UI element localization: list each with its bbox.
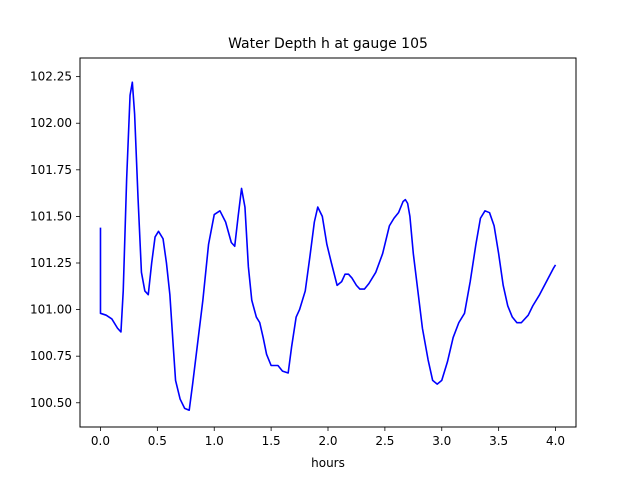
y-tick-label: 100.75 [30, 349, 72, 363]
y-tick-label: 101.50 [30, 209, 72, 223]
y-tick-label: 101.00 [30, 303, 72, 317]
y-axis: 100.50 100.75 101.00 101.25 101.50 101.75 102.… [30, 70, 80, 410]
x-tick-label: 2.5 [375, 434, 394, 448]
x-tick-label: 4.0 [546, 434, 565, 448]
y-tick-label: 102.25 [30, 70, 72, 84]
chart-title: Water Depth h at gauge 105 [228, 36, 428, 52]
plot-area [99, 81, 557, 412]
x-tick-label: 2.0 [318, 434, 337, 448]
series-line-1 [99, 81, 557, 412]
y-tick-label: 100.50 [30, 396, 72, 410]
y-tick-label: 101.75 [30, 163, 72, 177]
x-tick-label: 0.5 [148, 434, 167, 448]
x-tick-label: 0.0 [91, 434, 110, 448]
x-tick-label: 1.5 [262, 434, 281, 448]
y-tick-label: 101.25 [30, 256, 72, 270]
x-axis-label: hours [311, 456, 345, 470]
x-tick-label: 1.0 [205, 434, 224, 448]
x-tick-label: 3.5 [489, 434, 508, 448]
x-tick-label: 3.0 [432, 434, 451, 448]
x-axis: 0.0 0.5 1.0 1.5 2.0 2.5 3.0 3.5 4.0 [91, 427, 565, 448]
y-tick-label: 102.00 [30, 116, 72, 130]
